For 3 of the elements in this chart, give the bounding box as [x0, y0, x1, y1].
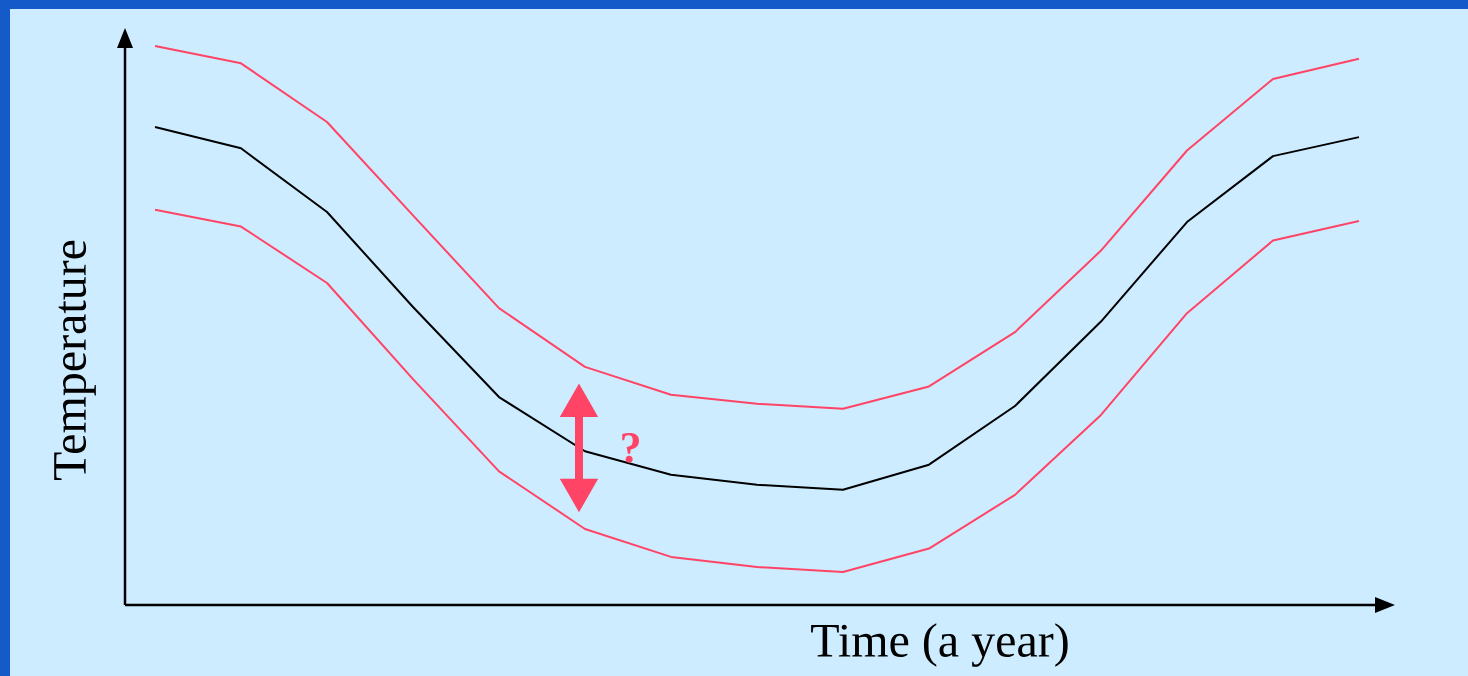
x-axis-title: Time (a year) [811, 623, 1068, 667]
y-axis-title: Temperature [54, 240, 96, 481]
annotation: ? [622, 433, 639, 463]
